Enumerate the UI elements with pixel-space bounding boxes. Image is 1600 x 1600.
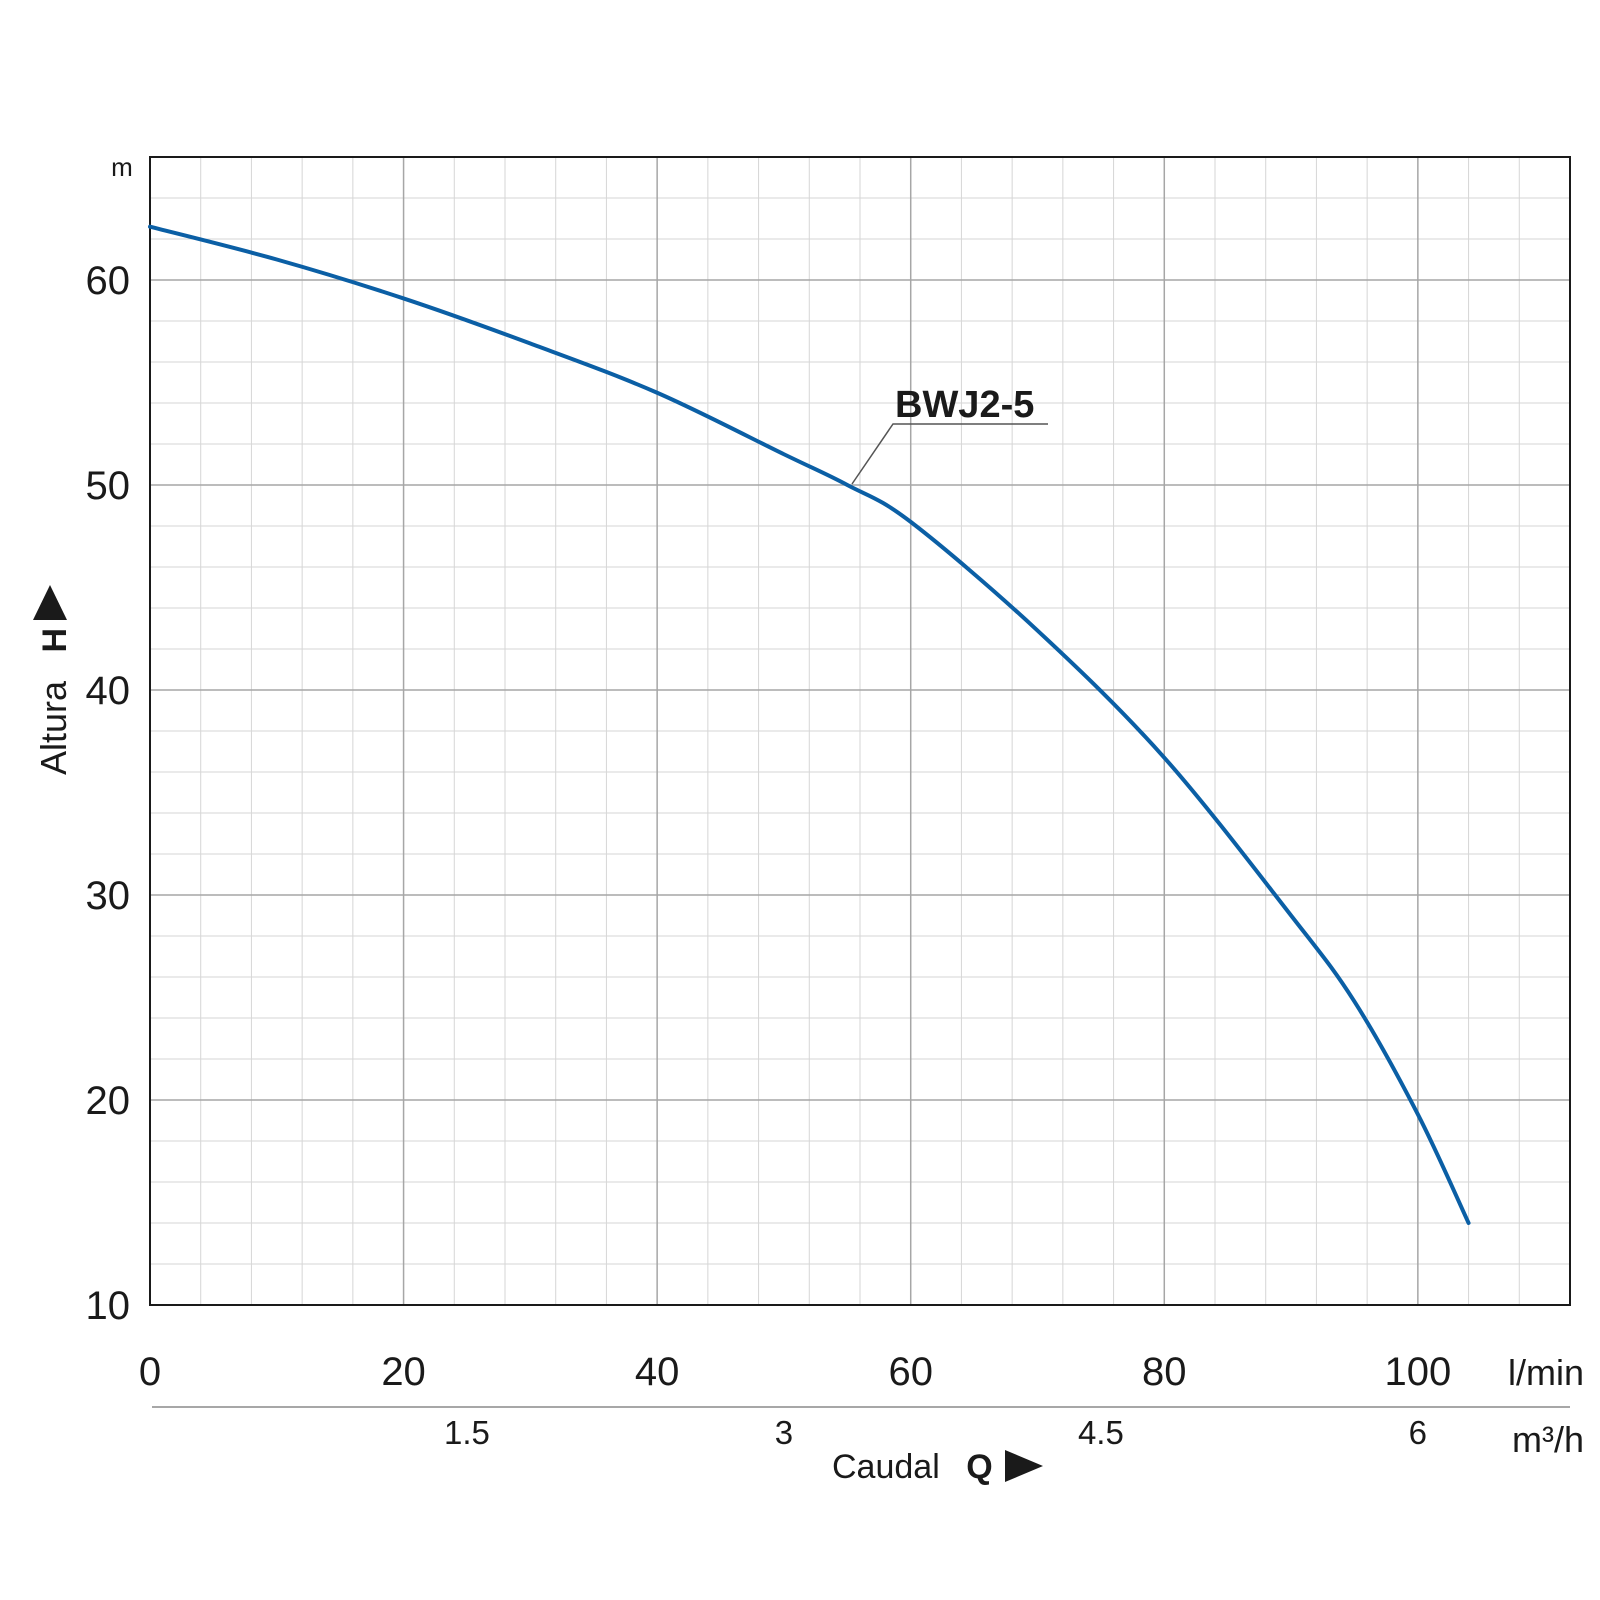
- y-axis-title: Altura H: [33, 628, 74, 775]
- plot-frame: [149, 156, 1571, 1306]
- x-tick-label: 60: [888, 1350, 933, 1394]
- y-axis-title-group: Altura H: [33, 585, 74, 775]
- x-tick-label: 100: [1384, 1350, 1451, 1394]
- y-axis-label: Altura: [33, 680, 74, 775]
- x-tick-label: 20: [381, 1350, 426, 1394]
- series-layer: [148, 224, 1471, 1225]
- y-tick-label: 50: [86, 464, 131, 508]
- y-tick-label: 10: [86, 1284, 131, 1328]
- y-axis-symbol: H: [36, 628, 74, 653]
- grid: [150, 157, 1570, 1305]
- y-tick-label: 40: [86, 669, 131, 713]
- x-tick-label: 0: [139, 1350, 161, 1394]
- x-unit-label: l/min: [1508, 1352, 1584, 1393]
- x-tick-label: 40: [635, 1350, 680, 1394]
- x-axis-label: Caudal: [832, 1448, 940, 1486]
- x-axis-arrow-icon: [1005, 1450, 1043, 1482]
- y-tick-label: 60: [86, 259, 131, 303]
- y-unit-label: m: [111, 152, 133, 182]
- x2-unit-label: m³/h: [1512, 1419, 1584, 1460]
- y-axis-arrow-icon: [33, 585, 67, 620]
- x-axis-symbol: Q: [966, 1448, 992, 1486]
- y-tick-label: 20: [86, 1079, 131, 1123]
- y-tick-label: 30: [86, 874, 131, 918]
- x-axis-title: Caudal Q: [832, 1448, 993, 1486]
- x2-tick-label: 4.5: [1078, 1414, 1124, 1451]
- x-tick-label: 80: [1142, 1350, 1187, 1394]
- x2-tick-label: 1.5: [444, 1414, 490, 1451]
- tick-labels: 10 20 30 40 50 60 0 20 40 60 80 100 1.5 3 4.5 6: [86, 259, 1452, 1451]
- series-label-leader: [851, 423, 1048, 485]
- series-line-bwj2-5: [148, 224, 1471, 1225]
- x2-tick-label: 6: [1409, 1414, 1427, 1451]
- series-label: BWJ2-5: [895, 384, 1034, 426]
- x2-tick-label: 3: [775, 1414, 793, 1451]
